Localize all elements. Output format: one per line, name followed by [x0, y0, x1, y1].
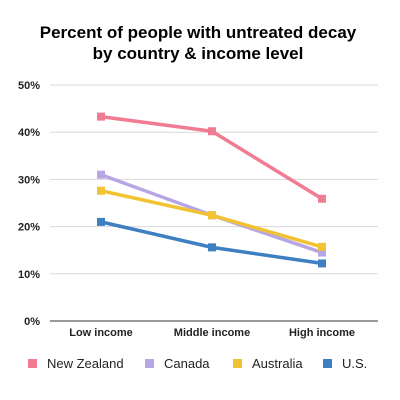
- x-tick-label: High income: [289, 327, 355, 339]
- data-point: [318, 194, 326, 203]
- series-australia: [97, 186, 326, 251]
- chart-title-line-1: Percent of people with untreated decay: [40, 23, 357, 42]
- y-tick-label: 10%: [18, 269, 40, 281]
- legend-item: Australia: [233, 356, 303, 371]
- data-point: [97, 217, 105, 226]
- data-point: [208, 127, 216, 136]
- legend-item: New Zealand: [28, 356, 124, 371]
- data-point: [97, 112, 105, 121]
- y-tick-label: 40%: [18, 127, 40, 139]
- legend-item: U.S.: [323, 356, 367, 371]
- legend-item: Canada: [145, 356, 210, 371]
- legend-label: U.S.: [342, 356, 367, 371]
- legend: New Zealand Canada Australia U.S.: [28, 356, 367, 371]
- data-point: [318, 259, 326, 268]
- data-point: [318, 248, 326, 257]
- series-new-zealand: [97, 112, 326, 203]
- series-group: [97, 112, 326, 268]
- x-axis-ticks: Low income Middle income High income: [69, 327, 355, 339]
- y-axis-ticks: 0% 10% 20% 30% 40% 50%: [18, 80, 40, 328]
- data-point: [208, 243, 216, 252]
- legend-swatch: [323, 359, 332, 368]
- x-tick-label: Middle income: [174, 327, 250, 339]
- x-tick-label: Low income: [69, 327, 133, 339]
- legend-label: Canada: [164, 356, 210, 371]
- legend-swatch: [233, 359, 242, 368]
- legend-swatch: [145, 359, 154, 368]
- legend-label: Australia: [252, 356, 303, 371]
- legend-swatch: [28, 359, 37, 368]
- legend-label: New Zealand: [47, 356, 124, 371]
- y-tick-label: 0%: [24, 316, 40, 328]
- data-point: [97, 170, 105, 179]
- data-point: [208, 211, 216, 220]
- series-u-s: [97, 217, 326, 268]
- data-point: [97, 186, 105, 195]
- y-tick-label: 50%: [18, 80, 40, 92]
- y-tick-label: 20%: [18, 222, 40, 234]
- chart-title-line-2: by country & income level: [93, 44, 304, 63]
- y-tick-label: 30%: [18, 174, 40, 186]
- data-point: [318, 242, 326, 251]
